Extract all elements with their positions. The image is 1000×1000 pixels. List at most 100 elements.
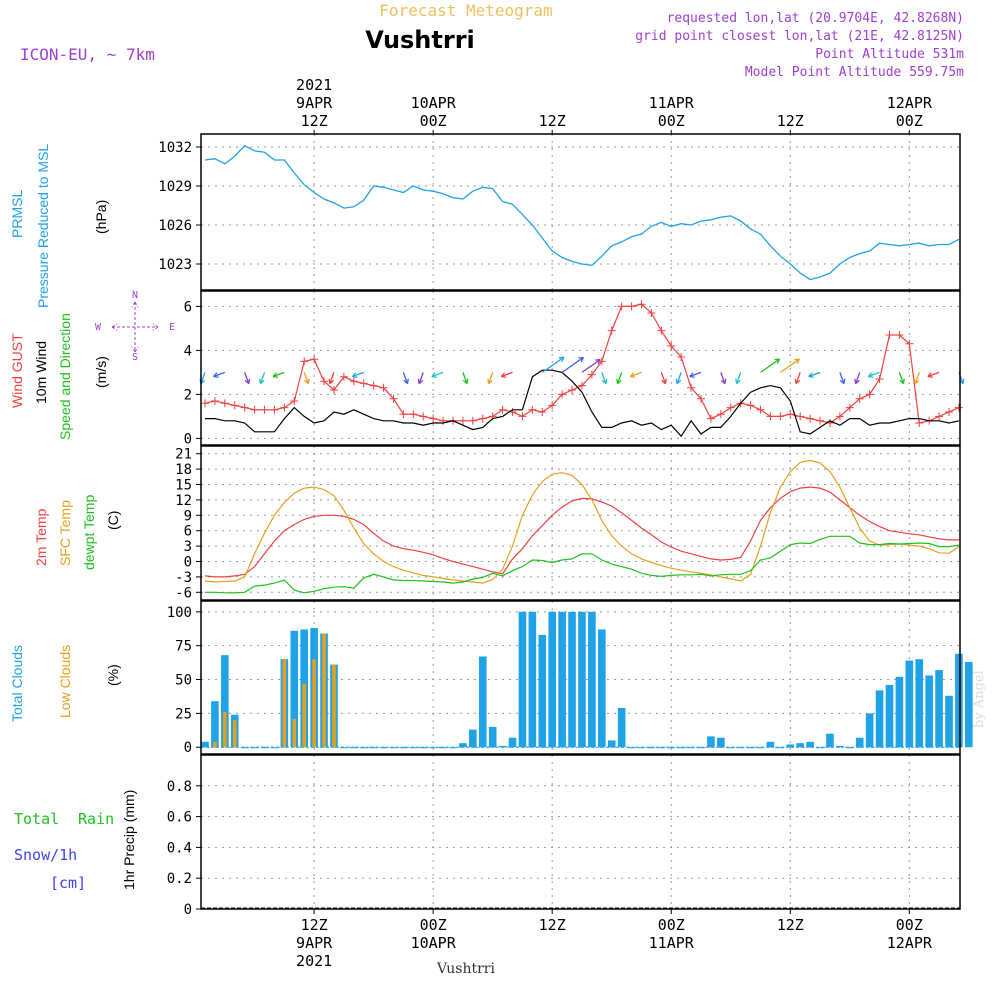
total-cloud-bar [885,684,894,748]
low-clouds-label: Low Clouds [57,645,73,718]
total-cloud-bar [836,745,844,748]
wind-arrow [760,358,780,373]
gust-line [204,303,960,424]
gust-marker [895,331,904,339]
wind-arrow [616,372,623,384]
wind-arrow [898,372,905,384]
panel-frame-1 [200,290,961,446]
total-cloud-bar [459,743,467,748]
wind-arrow-head [244,378,251,385]
wind-arrow-head [616,378,622,385]
total-cloud-bar [607,740,616,748]
gust-marker [845,403,854,412]
total-cloud-bar [558,611,566,748]
total-cloud-bar [290,630,299,748]
ytick-label: 2 [184,387,192,403]
ytick-label: 1029 [158,179,192,195]
wind-arrow [402,372,409,384]
footer-location: Vushtrri [436,961,495,977]
wind-arrow [272,371,285,378]
gust-marker [835,412,844,421]
wind-arrow [868,371,880,378]
point-altitude: Point Altitude 531m [815,47,964,62]
wind-arrow-head [867,372,874,378]
total-cloud-bar [548,611,556,748]
data-layer [199,144,973,909]
gust-marker [865,390,874,399]
total-cloud-bar [498,745,507,748]
ytick-label: 21 [175,447,192,463]
wind-arrow [561,356,584,373]
wind-unit: (m/s) [93,356,109,388]
gust-marker [270,405,279,414]
pressure-unit: (hPa) [93,200,109,234]
wind-arrow [676,372,682,384]
gust-marker [290,397,299,405]
ytick-label: 0.2 [167,871,192,887]
compass-e: E [169,322,175,333]
wind-arrow [431,371,444,378]
gust-marker [300,357,309,366]
gust-marker [657,326,666,335]
gust-marker [379,383,388,392]
wind-arrow-head [487,378,493,385]
ytick-label: -3 [175,570,192,586]
model-altitude: Model Point Altitude 559.75m [745,65,964,80]
ytick-label: 100 [167,605,192,621]
total-cloud-bar [865,713,874,748]
bottom-time-label: 10APR [411,934,457,952]
total-clouds-label: Total Clouds [9,645,25,722]
gust-marker [945,408,953,416]
gust-marker [786,410,795,419]
gust-marker [220,399,229,408]
gust-marker [458,416,467,425]
gust-marker [756,405,765,414]
gust-marker [577,381,586,390]
gust-marker [230,401,239,410]
wind-arrow [855,372,861,384]
wind-arrow-head [500,372,507,378]
total-cloud-bar [726,747,735,749]
top-time-label: 00Z [658,112,685,130]
bottom-time-label: 00Z [658,916,685,934]
temp2m-line [204,486,959,578]
gust-marker [677,353,686,361]
total-cloud-bar [855,737,864,748]
total-cloud-bar [955,653,963,748]
wind-arrow [795,372,801,384]
wind-arrow-head [808,372,814,378]
total-cloud-bar [588,611,596,748]
ytick-label: 6 [184,299,192,315]
total-cloud-bar [528,611,537,748]
clouds-unit: (%) [105,664,121,686]
watermark: by Angel [972,670,987,728]
top-time-label: 12Z [777,112,804,130]
gust-marker [280,403,289,412]
total-cloud-bar [905,660,914,748]
wind-arrow-head [689,372,695,378]
total-cloud-bar [270,747,279,749]
gust-marker [389,394,398,403]
total-cloud-bar [508,737,517,748]
gust-marker [816,416,825,425]
wind-arrow-head [735,378,741,385]
gust-marker [240,403,249,412]
top-time-label: 12Z [301,112,328,130]
gust-marker [935,412,944,421]
wind-arrow-head [839,378,846,385]
total-cloud-bar [806,741,814,748]
total-cloud-bar [796,743,804,748]
wind-arrow-head [272,372,279,378]
gust-marker [796,412,805,421]
gust-marker [568,386,577,394]
gust-marker [687,383,696,392]
total-cloud-bar [240,747,249,749]
wind-arrow-head [794,378,801,385]
wind-arrow-head [259,378,265,385]
temp-unit: (C) [105,511,121,530]
wind-arrow [581,359,601,373]
wind-arrow [839,372,845,384]
gust-marker [320,377,329,386]
low-cloud-bar [322,633,326,748]
bottom-time-label: 12Z [301,916,328,934]
